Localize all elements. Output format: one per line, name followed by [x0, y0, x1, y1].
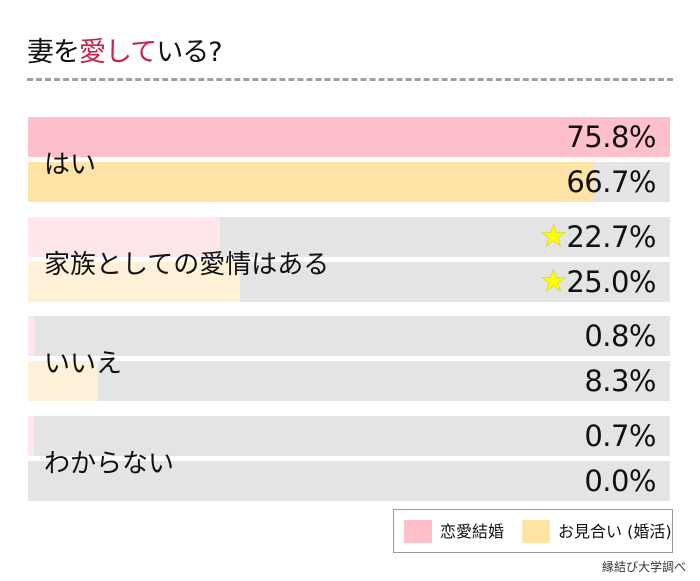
bar-track: 0.7% [28, 416, 670, 456]
data-label-text: 25.0% [566, 265, 656, 299]
data-label-text: 22.7% [566, 220, 656, 254]
bar-series1 [28, 217, 221, 257]
legend-label-series1: 恋愛結婚 [440, 522, 505, 541]
bar-series1 [28, 416, 34, 456]
bar-track: 0.0% [28, 461, 670, 501]
legend-swatch-series1 [404, 520, 432, 543]
data-label: 0.8% [584, 316, 656, 356]
bar-track: 66.7% [28, 162, 670, 202]
data-label-text: 0.0% [584, 464, 656, 498]
legend-swatch-series2 [522, 520, 550, 543]
category-label: いいえ [44, 349, 123, 379]
data-label-text: 75.8% [566, 120, 656, 154]
legend-label-series2: お見合い (婚活) [558, 522, 672, 541]
category-label: はい [44, 150, 97, 180]
bar-series1 [28, 117, 670, 157]
data-label: 66.7% [566, 162, 656, 202]
data-label-text: 0.7% [584, 419, 656, 453]
bar-track: 75.8% [28, 117, 670, 157]
title-highlight: 愛して [79, 37, 157, 68]
bar-track: ★ 22.7% [28, 217, 670, 257]
bar-track: ★ 25.0% [28, 262, 670, 302]
bar-series2 [28, 162, 593, 202]
data-label: ★ 22.7% [539, 217, 657, 257]
bar-series1 [28, 316, 35, 356]
source-note: 縁結び大学調べ [601, 560, 686, 574]
title-pre: 妻を [27, 37, 80, 68]
data-label: 0.0% [584, 461, 656, 501]
dashed-divider [27, 78, 673, 81]
category-label: 家族としての愛情はある [44, 250, 330, 280]
data-label: ★ 25.0% [539, 262, 657, 302]
data-label-text: 8.3% [584, 364, 656, 398]
data-label-text: 66.7% [566, 165, 656, 199]
star-icon: ★ [539, 264, 567, 300]
legend: 恋愛結婚 お見合い (婚活) [393, 509, 673, 553]
category-label: わからない [44, 449, 175, 479]
data-label: 8.3% [584, 361, 656, 401]
data-label-text: 0.8% [584, 319, 656, 353]
bar-track: 0.8% [28, 316, 670, 356]
chart-title: 妻を愛している? [27, 30, 223, 69]
title-post: いる? [156, 37, 222, 68]
star-icon: ★ [539, 219, 567, 255]
data-label: 0.7% [584, 416, 656, 456]
bar-series2 [28, 361, 99, 401]
bar-track: 8.3% [28, 361, 670, 401]
data-label: 75.8% [566, 117, 656, 157]
bar-series2 [28, 262, 240, 302]
